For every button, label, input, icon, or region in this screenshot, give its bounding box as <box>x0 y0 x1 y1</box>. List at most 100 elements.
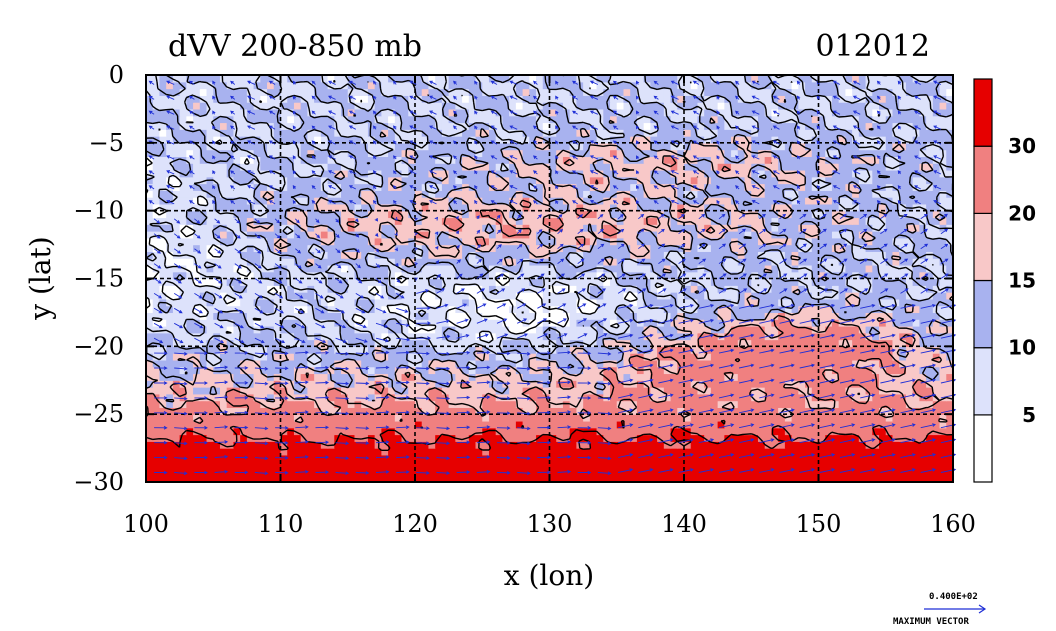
field-cell <box>549 434 557 442</box>
field-cell <box>361 325 369 334</box>
field-cell <box>233 264 241 273</box>
field-cell <box>159 244 167 252</box>
field-cell <box>798 312 806 320</box>
field-cell <box>394 407 403 415</box>
field-cell <box>616 407 625 415</box>
field-cell <box>583 217 591 225</box>
field-cell <box>468 271 477 280</box>
field-cell <box>905 224 914 232</box>
field-cell <box>885 278 894 286</box>
field-cell <box>879 292 887 300</box>
field-cell <box>515 373 524 381</box>
field-cell <box>872 359 880 368</box>
field-cell <box>193 244 201 252</box>
field-cell <box>522 251 530 259</box>
field-cell <box>549 366 557 375</box>
field-cell <box>536 271 544 280</box>
field-cell <box>334 278 342 286</box>
field-cell <box>717 271 725 280</box>
field-cell <box>468 292 477 300</box>
field-cell <box>394 251 403 259</box>
field-cell <box>811 427 820 436</box>
field-cell <box>509 387 517 395</box>
field-cell <box>610 264 618 273</box>
field-cell <box>845 224 853 232</box>
field-cell <box>562 258 571 266</box>
field-cell <box>522 346 530 354</box>
field-cell <box>684 393 692 402</box>
field-cell <box>300 420 308 429</box>
field-cell <box>488 285 497 293</box>
field-cell <box>253 427 261 436</box>
field-cell <box>663 325 672 334</box>
field-cell <box>146 366 154 375</box>
field-cell <box>307 414 315 422</box>
field-cell <box>267 468 275 476</box>
field-cell <box>320 325 329 334</box>
field-cell <box>502 346 510 354</box>
field-cell <box>650 325 658 334</box>
field-cell <box>293 210 302 219</box>
field-cell <box>307 400 315 408</box>
field-cell <box>805 373 813 381</box>
field-cell <box>475 359 483 368</box>
field-cell <box>186 407 194 415</box>
field-cell <box>663 448 672 456</box>
field-cell <box>899 407 907 415</box>
field-cell <box>273 231 282 239</box>
field-cell <box>926 285 934 293</box>
field-cell <box>704 325 712 334</box>
field-cell <box>347 319 356 327</box>
field-cell <box>670 461 678 470</box>
field-cell <box>320 414 329 422</box>
field-cell <box>670 278 678 286</box>
field-cell <box>307 210 315 219</box>
field-cell <box>784 244 793 252</box>
field-cell <box>441 434 450 442</box>
field-cell <box>401 264 409 273</box>
field-cell <box>838 231 846 239</box>
field-cell <box>280 461 288 470</box>
field-cell <box>865 251 873 259</box>
field-cell <box>852 353 860 361</box>
field-cell <box>166 271 174 280</box>
field-cell <box>603 461 611 470</box>
field-cell <box>657 380 665 388</box>
field-cell <box>435 400 443 408</box>
field-cell <box>751 420 759 429</box>
field-cell <box>623 400 631 408</box>
field-cell <box>475 475 483 482</box>
field-cell <box>583 414 591 422</box>
field-cell <box>589 332 598 341</box>
field-cell <box>280 454 288 463</box>
field-cell <box>334 339 342 347</box>
field-cell <box>468 244 477 252</box>
field-cell <box>811 387 820 395</box>
field-cell <box>905 312 914 320</box>
field-cell <box>643 339 651 347</box>
field-cell <box>576 251 584 259</box>
field-cell <box>610 244 618 252</box>
field-cell <box>771 346 779 354</box>
field-cell <box>341 393 349 402</box>
field-cell <box>650 237 658 246</box>
field-cell <box>341 400 349 408</box>
field-cell <box>892 285 900 293</box>
field-cell <box>858 461 867 470</box>
field-cell <box>858 441 867 449</box>
field-cell <box>435 332 443 341</box>
field-cell <box>663 373 672 381</box>
field-cell <box>623 393 631 402</box>
field-cell <box>764 427 773 436</box>
field-cell <box>246 346 255 354</box>
field-cell <box>421 224 430 232</box>
field-cell <box>596 346 604 354</box>
field-cell <box>240 305 248 314</box>
field-cell <box>818 244 826 252</box>
field-cell <box>912 264 920 273</box>
field-cell <box>226 319 235 327</box>
field-cell <box>428 251 436 259</box>
field-cell <box>199 278 208 286</box>
field-cell <box>852 237 860 246</box>
field-cell <box>159 387 167 395</box>
